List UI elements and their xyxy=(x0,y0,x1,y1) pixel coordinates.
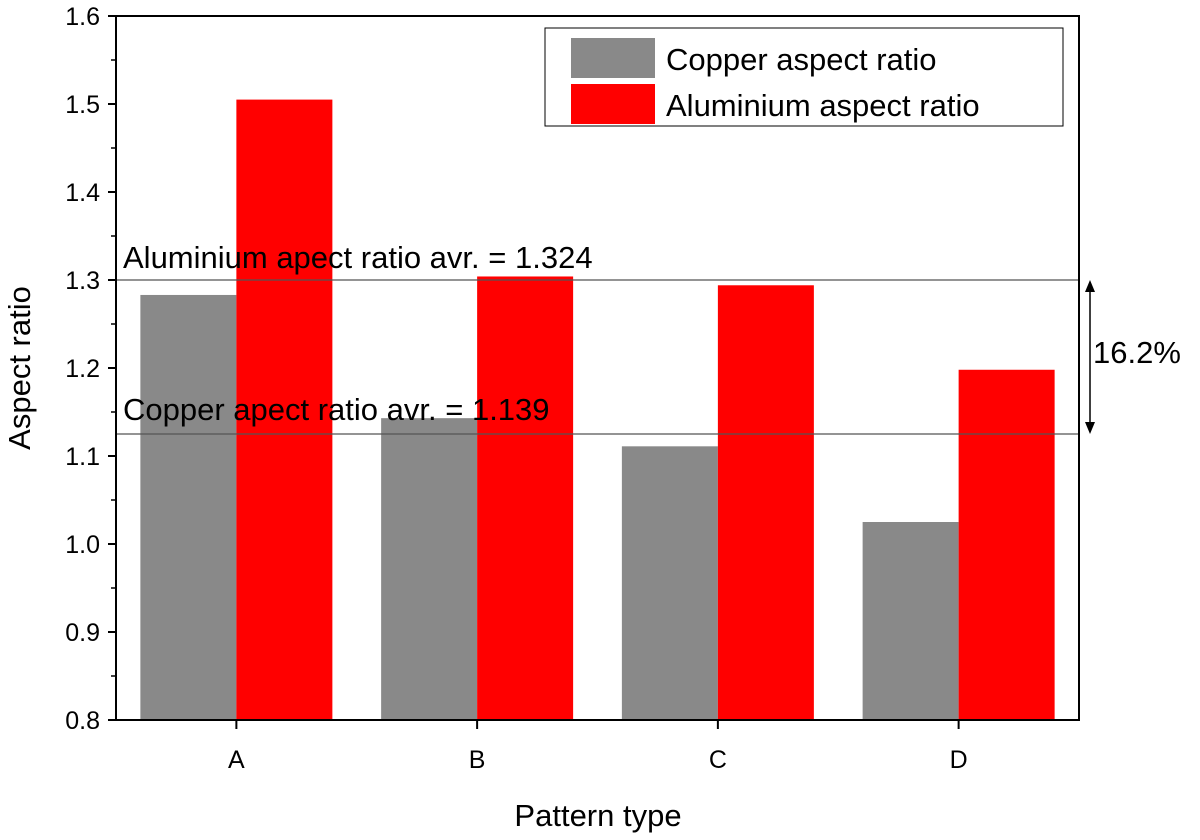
legend: Copper aspect ratio Aluminium aspect rat… xyxy=(544,27,1064,127)
y-tick-label: 1.1 xyxy=(65,443,100,471)
y-tick-label: 1.6 xyxy=(65,3,100,31)
bar-aluminium-c xyxy=(717,285,814,720)
legend-swatch-aluminium xyxy=(571,84,655,124)
legend-swatch-copper xyxy=(571,38,655,78)
bar-aluminium-a xyxy=(236,99,333,721)
y-tick-label: 0.8 xyxy=(65,707,100,735)
bar-copper-c xyxy=(621,446,718,720)
bar-aluminium-b xyxy=(477,276,574,720)
copper-average-label: Copper apect ratio avr. = 1.139 xyxy=(123,392,550,427)
x-tick-label: D xyxy=(950,746,968,774)
y-tick-label: 1.3 xyxy=(65,267,100,295)
x-axis-title: Pattern type xyxy=(514,798,681,833)
difference-arrow-head-top xyxy=(1085,280,1095,292)
aluminium-average-label: Aluminium apect ratio avr. = 1.324 xyxy=(123,240,593,275)
difference-arrow-head-bottom xyxy=(1085,422,1095,434)
legend-label-copper: Copper aspect ratio xyxy=(666,42,937,77)
difference-arrow xyxy=(1085,280,1095,434)
x-tick-label: C xyxy=(709,746,727,774)
y-axis: 0.8 0.9 1.0 1.1 1.2 1.3 1.4 1.5 1.6 xyxy=(65,3,116,735)
bars-group xyxy=(140,99,1055,721)
x-axis: A B C D xyxy=(228,720,968,774)
y-tick-label: 1.5 xyxy=(65,91,100,119)
y-axis-title: Aspect ratio xyxy=(2,286,37,450)
x-tick-label: A xyxy=(228,746,245,774)
reference-lines-group xyxy=(116,279,1079,435)
bar-aluminium-d xyxy=(958,369,1055,720)
x-tick-label: B xyxy=(469,746,486,774)
bar-copper-a xyxy=(140,294,237,720)
bar-copper-b xyxy=(381,418,478,720)
bar-copper-d xyxy=(862,522,959,720)
y-tick-label: 1.4 xyxy=(65,179,100,207)
y-tick-label: 0.9 xyxy=(65,619,100,647)
y-tick-label: 1.0 xyxy=(65,531,100,559)
y-tick-label: 1.2 xyxy=(65,355,100,383)
difference-label: 16.2% xyxy=(1093,335,1181,370)
legend-label-aluminium: Aluminium aspect ratio xyxy=(666,88,980,123)
